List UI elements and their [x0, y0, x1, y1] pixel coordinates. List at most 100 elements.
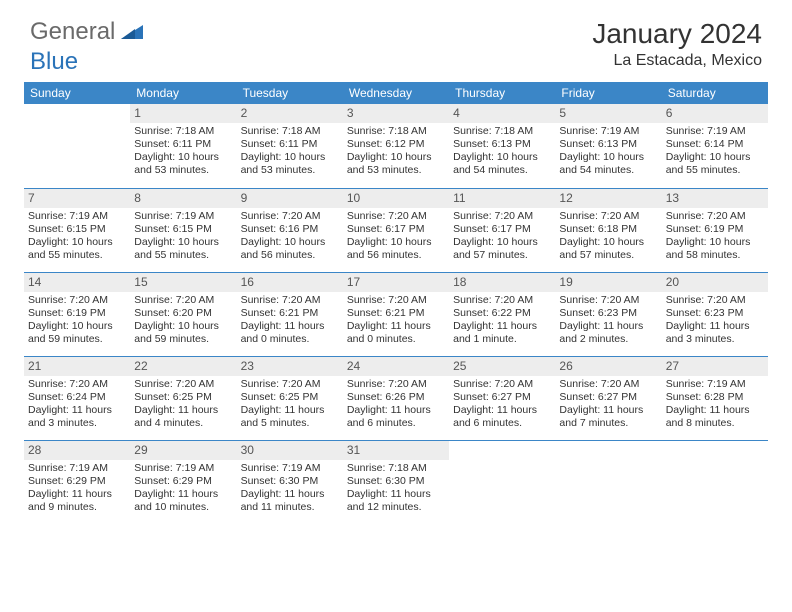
- sunset-text: Sunset: 6:27 PM: [559, 391, 657, 404]
- day-number: 31: [343, 441, 449, 460]
- day-number: 22: [130, 357, 236, 376]
- month-title: January 2024: [592, 18, 762, 50]
- day-header: Tuesday: [237, 82, 343, 104]
- day-number: 13: [662, 189, 768, 208]
- sunrise-text: Sunrise: 7:19 AM: [134, 462, 232, 475]
- sunset-text: Sunset: 6:15 PM: [134, 223, 232, 236]
- day-number: 11: [449, 189, 555, 208]
- calendar-table: SundayMondayTuesdayWednesdayThursdayFrid…: [24, 82, 768, 524]
- sunrise-text: Sunrise: 7:20 AM: [559, 294, 657, 307]
- calendar-cell: 28Sunrise: 7:19 AMSunset: 6:29 PMDayligh…: [24, 440, 130, 524]
- sunrise-text: Sunrise: 7:19 AM: [28, 462, 126, 475]
- daylight-text: Daylight: 11 hours and 2 minutes.: [559, 320, 657, 346]
- sunset-text: Sunset: 6:19 PM: [28, 307, 126, 320]
- calendar-cell: 8Sunrise: 7:19 AMSunset: 6:15 PMDaylight…: [130, 188, 236, 272]
- sunrise-text: Sunrise: 7:20 AM: [559, 378, 657, 391]
- title-block: January 2024 La Estacada, Mexico: [592, 18, 762, 70]
- daylight-text: Daylight: 10 hours and 57 minutes.: [453, 236, 551, 262]
- calendar-cell: 22Sunrise: 7:20 AMSunset: 6:25 PMDayligh…: [130, 356, 236, 440]
- calendar-cell: [555, 440, 661, 524]
- sunset-text: Sunset: 6:24 PM: [28, 391, 126, 404]
- day-number: 27: [662, 357, 768, 376]
- calendar-cell: 30Sunrise: 7:19 AMSunset: 6:30 PMDayligh…: [237, 440, 343, 524]
- day-number: 30: [237, 441, 343, 460]
- calendar-cell: 31Sunrise: 7:18 AMSunset: 6:30 PMDayligh…: [343, 440, 449, 524]
- daylight-text: Daylight: 11 hours and 9 minutes.: [28, 488, 126, 514]
- day-header: Thursday: [449, 82, 555, 104]
- day-header: Wednesday: [343, 82, 449, 104]
- sunrise-text: Sunrise: 7:20 AM: [241, 294, 339, 307]
- calendar-row: 14Sunrise: 7:20 AMSunset: 6:19 PMDayligh…: [24, 272, 768, 356]
- calendar-cell: 12Sunrise: 7:20 AMSunset: 6:18 PMDayligh…: [555, 188, 661, 272]
- calendar-cell: 7Sunrise: 7:19 AMSunset: 6:15 PMDaylight…: [24, 188, 130, 272]
- daylight-text: Daylight: 11 hours and 0 minutes.: [241, 320, 339, 346]
- sunset-text: Sunset: 6:26 PM: [347, 391, 445, 404]
- daylight-text: Daylight: 11 hours and 10 minutes.: [134, 488, 232, 514]
- sunset-text: Sunset: 6:11 PM: [134, 138, 232, 151]
- calendar-cell: 11Sunrise: 7:20 AMSunset: 6:17 PMDayligh…: [449, 188, 555, 272]
- brand-part2: Blue: [30, 48, 78, 75]
- day-header: Saturday: [662, 82, 768, 104]
- daylight-text: Daylight: 10 hours and 53 minutes.: [134, 151, 232, 177]
- sunset-text: Sunset: 6:29 PM: [134, 475, 232, 488]
- sunrise-text: Sunrise: 7:18 AM: [453, 125, 551, 138]
- sunrise-text: Sunrise: 7:19 AM: [666, 378, 764, 391]
- day-number: 24: [343, 357, 449, 376]
- daylight-text: Daylight: 11 hours and 3 minutes.: [666, 320, 764, 346]
- day-number: 12: [555, 189, 661, 208]
- day-number: 5: [555, 104, 661, 123]
- calendar-row: 21Sunrise: 7:20 AMSunset: 6:24 PMDayligh…: [24, 356, 768, 440]
- sunset-text: Sunset: 6:14 PM: [666, 138, 764, 151]
- sunrise-text: Sunrise: 7:20 AM: [666, 294, 764, 307]
- sunrise-text: Sunrise: 7:18 AM: [347, 125, 445, 138]
- sunrise-text: Sunrise: 7:20 AM: [28, 378, 126, 391]
- calendar-cell: 14Sunrise: 7:20 AMSunset: 6:19 PMDayligh…: [24, 272, 130, 356]
- sunrise-text: Sunrise: 7:18 AM: [134, 125, 232, 138]
- daylight-text: Daylight: 11 hours and 6 minutes.: [453, 404, 551, 430]
- day-number: 2: [237, 104, 343, 123]
- day-number: 3: [343, 104, 449, 123]
- calendar-cell: 24Sunrise: 7:20 AMSunset: 6:26 PMDayligh…: [343, 356, 449, 440]
- calendar-cell: 27Sunrise: 7:19 AMSunset: 6:28 PMDayligh…: [662, 356, 768, 440]
- sunset-text: Sunset: 6:17 PM: [347, 223, 445, 236]
- daylight-text: Daylight: 10 hours and 55 minutes.: [28, 236, 126, 262]
- daylight-text: Daylight: 10 hours and 59 minutes.: [134, 320, 232, 346]
- sunset-text: Sunset: 6:19 PM: [666, 223, 764, 236]
- sunrise-text: Sunrise: 7:20 AM: [28, 294, 126, 307]
- sunset-text: Sunset: 6:21 PM: [241, 307, 339, 320]
- daylight-text: Daylight: 10 hours and 57 minutes.: [559, 236, 657, 262]
- day-number: 18: [449, 273, 555, 292]
- sunrise-text: Sunrise: 7:19 AM: [666, 125, 764, 138]
- calendar-cell: [662, 440, 768, 524]
- daylight-text: Daylight: 10 hours and 54 minutes.: [559, 151, 657, 177]
- sunrise-text: Sunrise: 7:20 AM: [347, 210, 445, 223]
- day-number: 8: [130, 189, 236, 208]
- daylight-text: Daylight: 11 hours and 7 minutes.: [559, 404, 657, 430]
- calendar-cell: [449, 440, 555, 524]
- calendar-row: 7Sunrise: 7:19 AMSunset: 6:15 PMDaylight…: [24, 188, 768, 272]
- day-header: Sunday: [24, 82, 130, 104]
- day-number: 9: [237, 189, 343, 208]
- calendar-cell: 15Sunrise: 7:20 AMSunset: 6:20 PMDayligh…: [130, 272, 236, 356]
- day-number: 4: [449, 104, 555, 123]
- day-number: 10: [343, 189, 449, 208]
- calendar-body: 1Sunrise: 7:18 AMSunset: 6:11 PMDaylight…: [24, 104, 768, 524]
- location-label: La Estacada, Mexico: [592, 52, 762, 70]
- sunset-text: Sunset: 6:12 PM: [347, 138, 445, 151]
- calendar-cell: 17Sunrise: 7:20 AMSunset: 6:21 PMDayligh…: [343, 272, 449, 356]
- day-number: 15: [130, 273, 236, 292]
- daylight-text: Daylight: 11 hours and 3 minutes.: [28, 404, 126, 430]
- day-number: 6: [662, 104, 768, 123]
- sunset-text: Sunset: 6:22 PM: [453, 307, 551, 320]
- calendar-row: 1Sunrise: 7:18 AMSunset: 6:11 PMDaylight…: [24, 104, 768, 188]
- sunrise-text: Sunrise: 7:18 AM: [241, 125, 339, 138]
- day-number: 16: [237, 273, 343, 292]
- sunrise-text: Sunrise: 7:20 AM: [453, 294, 551, 307]
- day-header: Monday: [130, 82, 236, 104]
- calendar-cell: 13Sunrise: 7:20 AMSunset: 6:19 PMDayligh…: [662, 188, 768, 272]
- calendar-cell: [24, 104, 130, 188]
- day-number: 20: [662, 273, 768, 292]
- day-number: 23: [237, 357, 343, 376]
- sunset-text: Sunset: 6:13 PM: [453, 138, 551, 151]
- sunrise-text: Sunrise: 7:20 AM: [134, 294, 232, 307]
